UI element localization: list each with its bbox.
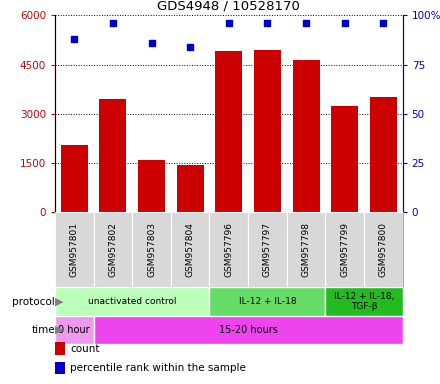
Text: protocol: protocol <box>12 296 55 307</box>
Bar <box>215 51 242 212</box>
Point <box>110 20 117 26</box>
Bar <box>177 165 204 212</box>
Point <box>341 20 348 26</box>
Point <box>187 44 194 50</box>
Bar <box>55 212 94 287</box>
Bar <box>370 98 397 212</box>
Bar <box>248 212 287 287</box>
Bar <box>325 212 364 287</box>
Text: GSM957796: GSM957796 <box>224 222 233 277</box>
Bar <box>364 212 403 287</box>
Text: ▶: ▶ <box>55 296 64 307</box>
Bar <box>209 212 248 287</box>
Bar <box>55 316 94 344</box>
Bar <box>55 287 209 316</box>
Bar <box>325 287 403 316</box>
Point <box>148 40 155 46</box>
Text: GSM957797: GSM957797 <box>263 222 272 277</box>
Text: GSM957798: GSM957798 <box>301 222 311 277</box>
Bar <box>55 343 65 354</box>
Text: count: count <box>70 344 100 354</box>
Bar <box>254 50 281 212</box>
Point <box>264 20 271 26</box>
Point <box>225 20 232 26</box>
Bar <box>138 160 165 212</box>
Text: GSM957804: GSM957804 <box>186 222 194 277</box>
Bar <box>209 287 325 316</box>
Bar <box>94 212 132 287</box>
Point <box>303 20 310 26</box>
Text: IL-12 + IL-18: IL-12 + IL-18 <box>238 297 296 306</box>
Text: 0 hour: 0 hour <box>59 325 90 335</box>
Bar <box>99 99 126 212</box>
Text: unactivated control: unactivated control <box>88 297 176 306</box>
Text: IL-12 + IL-18,
TGF-β: IL-12 + IL-18, TGF-β <box>334 292 394 311</box>
Text: GSM957803: GSM957803 <box>147 222 156 277</box>
Point <box>71 36 78 42</box>
Bar <box>132 212 171 287</box>
Text: GSM957802: GSM957802 <box>108 222 117 277</box>
Bar <box>55 362 65 374</box>
Title: GDS4948 / 10528170: GDS4948 / 10528170 <box>158 0 300 13</box>
Text: GSM957801: GSM957801 <box>70 222 79 277</box>
Text: 15-20 hours: 15-20 hours <box>219 325 278 335</box>
Bar <box>287 212 325 287</box>
Bar <box>94 316 403 344</box>
Bar <box>61 145 88 212</box>
Text: time: time <box>31 325 55 335</box>
Point <box>380 20 387 26</box>
Text: ▶: ▶ <box>55 325 64 335</box>
Text: GSM957799: GSM957799 <box>340 222 349 277</box>
Text: GSM957800: GSM957800 <box>379 222 388 277</box>
Bar <box>293 60 319 212</box>
Bar <box>171 212 209 287</box>
Bar <box>331 106 358 212</box>
Text: percentile rank within the sample: percentile rank within the sample <box>70 363 246 373</box>
